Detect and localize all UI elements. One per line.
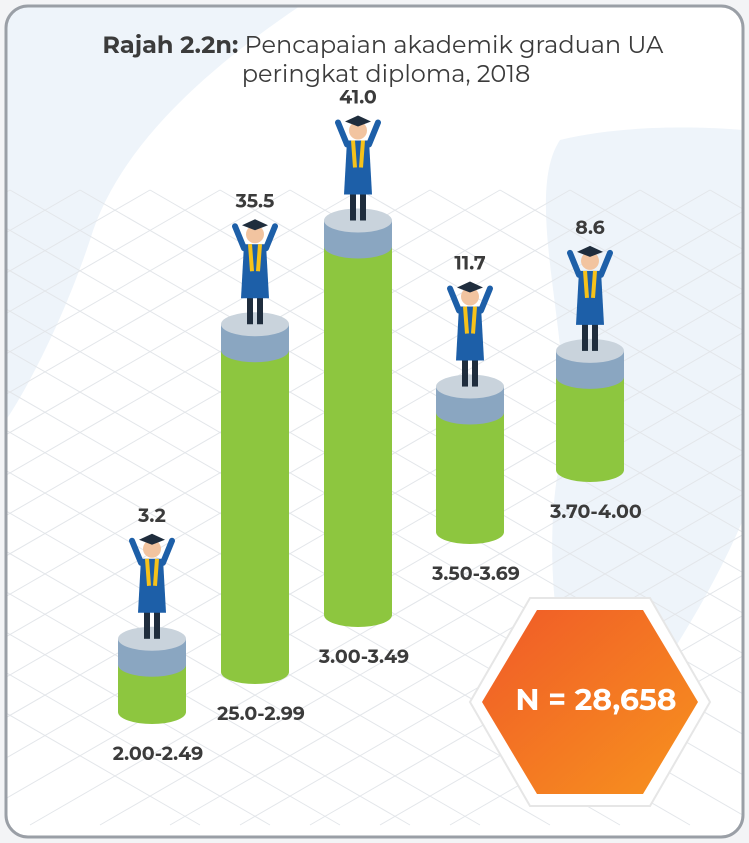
cap-top — [556, 339, 624, 363]
category-label: 3.70-4.00 — [549, 500, 642, 523]
cap-top — [221, 312, 289, 336]
gown — [344, 141, 372, 195]
leg — [257, 296, 263, 324]
gown — [456, 307, 484, 361]
bar — [221, 350, 289, 684]
value-label: 35.5 — [235, 189, 275, 212]
leg — [247, 296, 253, 324]
title-label: Rajah 2.2n: — [102, 31, 238, 60]
page: Rajah 2.2n: Pencapaian akademik graduan … — [0, 0, 749, 843]
gown — [138, 559, 166, 613]
category-label: 25.0-2.99 — [217, 702, 305, 725]
leg — [582, 323, 588, 351]
leg — [592, 323, 598, 351]
title-line: peringkat diploma, 2018 — [242, 60, 531, 89]
cap-top — [118, 627, 186, 651]
category-label: 2.00-2.49 — [113, 742, 204, 765]
category-label: 3.00-3.49 — [318, 645, 409, 668]
category-label: 3.50-3.69 — [431, 562, 520, 585]
bar — [436, 413, 504, 544]
annotation: N = 28,658 — [515, 681, 676, 718]
gown — [241, 244, 269, 298]
bar — [324, 247, 392, 628]
cap-top — [436, 375, 504, 399]
value-label: 11.7 — [454, 252, 486, 275]
leg — [154, 611, 160, 639]
chart: Rajah 2.2n: Pencapaian akademik graduan … — [0, 0, 749, 843]
leg — [360, 193, 366, 221]
title-line: Pencapaian akademik graduan UA — [245, 31, 665, 60]
value-label: 3.2 — [137, 504, 166, 527]
bar — [556, 377, 624, 482]
value-label: 41.0 — [339, 86, 377, 109]
leg — [350, 193, 356, 221]
leg — [144, 611, 150, 639]
leg — [472, 359, 478, 387]
leg — [462, 359, 468, 387]
gown — [576, 271, 604, 325]
value-label: 8.6 — [575, 216, 605, 239]
cap-top — [324, 209, 392, 233]
